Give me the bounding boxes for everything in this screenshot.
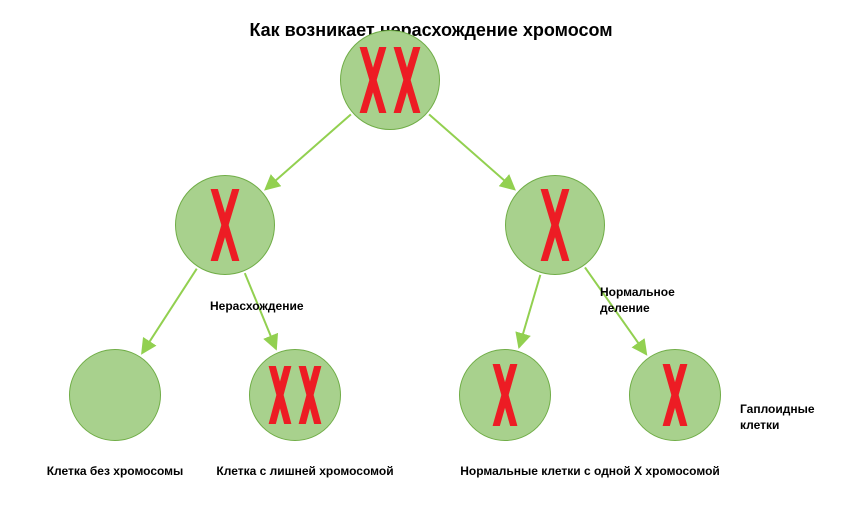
label-6: Клетка с лишней хромосомой xyxy=(216,464,393,478)
label-2: деление xyxy=(600,301,650,315)
chromosome-icon xyxy=(393,47,421,113)
chromosome-icon xyxy=(210,189,240,261)
label-4: клетки xyxy=(740,418,779,432)
cell-root xyxy=(340,30,440,130)
label-0: Нерасхождение xyxy=(210,299,304,313)
cell-rl xyxy=(459,349,551,441)
cell-left xyxy=(175,175,275,275)
chromosome-icon xyxy=(298,366,322,424)
chromosome-icon xyxy=(540,189,570,261)
cell-ll xyxy=(69,349,161,441)
arrow-right-rl xyxy=(519,275,540,347)
chromosome-icon xyxy=(268,366,292,424)
cell-lr xyxy=(249,349,341,441)
arrow-root-right xyxy=(429,114,514,189)
chromosome-icon xyxy=(359,47,387,113)
label-1: Нормальное xyxy=(600,285,675,299)
chromosome-icon xyxy=(662,364,688,426)
cell-right xyxy=(505,175,605,275)
cell-rr xyxy=(629,349,721,441)
arrow-left-ll xyxy=(142,269,197,353)
label-7: Нормальные клетки с одной Х хромосомой xyxy=(460,464,720,478)
arrow-root-left xyxy=(266,114,351,189)
label-5: Клетка без хромосомы xyxy=(47,464,184,478)
label-3: Гаплоидные xyxy=(740,402,815,416)
chromosome-icon xyxy=(492,364,518,426)
diagram-title: Как возникает нерасхождение хромосом xyxy=(0,20,862,41)
